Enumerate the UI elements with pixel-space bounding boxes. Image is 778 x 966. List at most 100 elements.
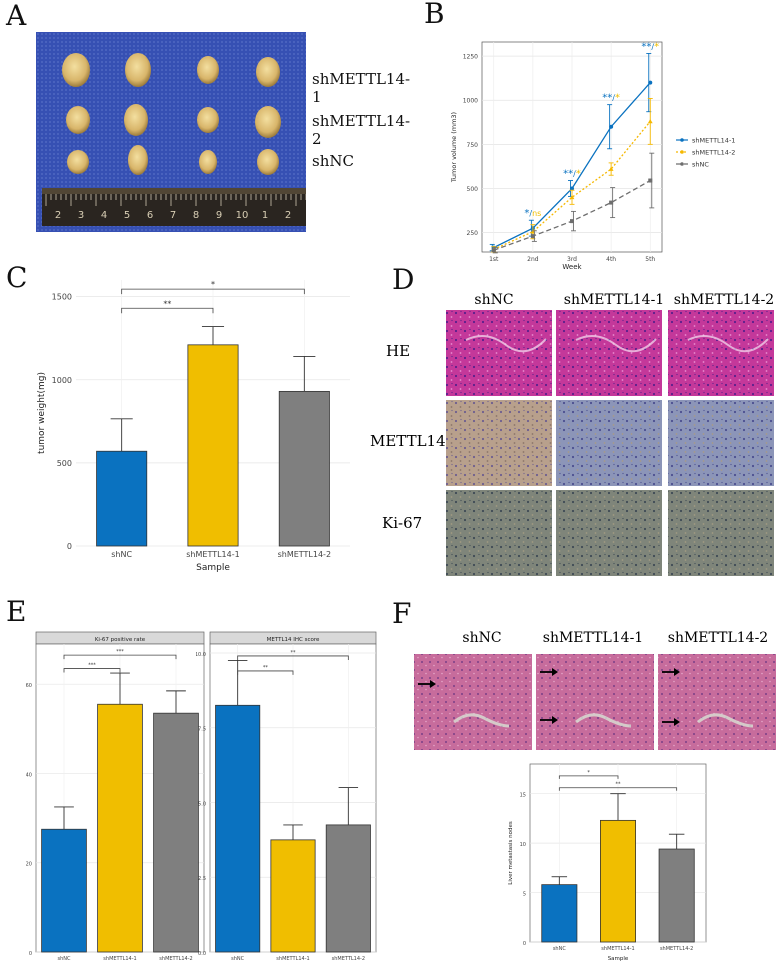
ihc-image-mettl14 <box>446 400 552 486</box>
y-tick-label: 40 <box>26 772 32 778</box>
metastasis-image <box>658 654 776 750</box>
x-tick-label: shNC <box>111 550 132 559</box>
significance-label: ** <box>291 650 297 656</box>
x-tick-label: 4th <box>606 256 616 263</box>
facet-title: METTL14 IHC score <box>267 637 320 643</box>
row-label-ki67: Ki-67 <box>382 514 423 532</box>
bar-shmettl14-2 <box>278 390 330 547</box>
ruler-number: 2 <box>285 210 291 221</box>
data-point <box>530 234 535 239</box>
significance-label: ** <box>263 665 269 671</box>
tumor <box>62 53 90 87</box>
x-tick-label: shNC <box>231 956 245 962</box>
col-label-shnc: shNC <box>474 292 514 308</box>
row-label-shnc: shNC <box>312 152 354 170</box>
x-tick-label: 2nd <box>527 256 539 263</box>
significance-bracket <box>237 655 349 660</box>
data-point <box>648 178 653 183</box>
panel-label-b: B <box>424 0 445 30</box>
ruler-number: 3 <box>78 210 84 221</box>
y-tick-label: 10.0 <box>196 652 206 658</box>
x-axis-title: Sample <box>608 956 629 962</box>
x-tick-label: shMETTL14-1 <box>601 946 634 952</box>
significance-bracket <box>121 288 305 295</box>
bar-shmettl14-2 <box>325 824 371 953</box>
y-tick-label: 10 <box>520 842 526 848</box>
y-tick-label: 500 <box>467 186 479 193</box>
tumor <box>257 149 279 175</box>
ruler-number: 5 <box>124 210 130 221</box>
facet-title: Ki-67 positive rate <box>95 637 146 643</box>
liver-metastasis-images <box>414 654 776 750</box>
x-tick-label: 1st <box>489 256 499 263</box>
x-tick-label: shMETTL14-1 <box>103 956 136 962</box>
data-point <box>648 80 653 85</box>
x-tick-label: 3rd <box>567 256 577 263</box>
significance-bracket <box>558 775 619 779</box>
y-tick-label: 750 <box>467 142 479 149</box>
tumor <box>128 145 148 175</box>
significance-bracket <box>63 668 121 673</box>
data-point <box>570 186 574 191</box>
ruler-number: 10 <box>236 210 249 221</box>
arrow-icon <box>674 718 680 726</box>
data-point <box>570 219 574 224</box>
bar-shmettl14-1 <box>97 703 143 953</box>
x-tick-label: shMETTL14-2 <box>660 946 693 952</box>
y-tick-label: 250 <box>467 230 479 237</box>
bar-shnc <box>215 704 261 953</box>
y-tick-label: 0.0 <box>198 951 206 957</box>
ruler-number: 4 <box>101 210 107 221</box>
significance-label: * <box>211 280 215 289</box>
bar-shnc <box>96 450 148 547</box>
f-col-label-shmettl14-1: shMETTL14-1 <box>542 630 644 646</box>
bar-shmettl14-1 <box>600 819 637 943</box>
significance-label: ** <box>163 299 171 308</box>
ihc-image-he <box>668 310 774 396</box>
y-tick-label: 0 <box>67 542 72 551</box>
tumor <box>66 106 90 134</box>
ihc-image-grid <box>446 310 774 576</box>
ruler-number: 6 <box>147 210 153 221</box>
arrow-icon <box>674 668 680 676</box>
x-tick-label: shNC <box>57 956 71 962</box>
row-label-mettl14: METTL14 <box>370 432 446 450</box>
y-tick-label: 1250 <box>463 54 478 61</box>
significance-bracket <box>121 307 214 314</box>
significance-bracket <box>237 670 294 675</box>
significance-label: ** <box>616 782 622 788</box>
x-axis-title: Sample <box>196 563 230 572</box>
bar-shnc <box>41 828 87 953</box>
y-axis-title: Tumor volume (mm3) <box>450 112 458 183</box>
bar-shnc <box>541 884 578 943</box>
metastasis-image <box>536 654 654 750</box>
bar-shmettl14-2 <box>658 848 695 943</box>
tumor <box>197 56 219 84</box>
panel-label-d: D <box>392 263 415 296</box>
ruler-number: 2 <box>55 210 61 221</box>
x-tick-label: shNC <box>553 946 567 952</box>
panel-f: shNC shMETTL14-1 shMETTL14-2 <box>412 628 778 728</box>
y-axis-title: Liver metastasis nodes <box>508 821 514 885</box>
row-label-shmettl14-1: shMETTL14-1 <box>312 70 411 106</box>
ruler-number: 8 <box>193 210 199 221</box>
data-point <box>647 119 653 124</box>
mettl14-ihc-score-bar-chart: METTL14 IHC score 0.0 2.5 5.0 7.5 10.0 shNC shM… <box>196 631 377 962</box>
y-tick-label: 5.0 <box>198 801 206 807</box>
bar-shmettl14-1 <box>270 839 316 953</box>
bar-shmettl14-1 <box>187 344 239 547</box>
legend-label: shMETTL14-2 <box>692 149 735 157</box>
tumor <box>67 150 89 174</box>
tumor-photo: 2 3 4 5 6 7 8 9 10 1 2 <box>36 32 306 232</box>
tumor <box>255 106 281 138</box>
tumor <box>199 150 217 174</box>
arrow-icon <box>552 716 558 724</box>
series-line-shmettl14-2 <box>493 120 651 250</box>
tumor <box>197 107 219 133</box>
panel-label-c: C <box>6 261 28 294</box>
legend-marker <box>680 150 684 154</box>
ihc-image-mettl14 <box>556 400 662 486</box>
data-point <box>609 124 614 129</box>
legend-marker <box>680 162 684 166</box>
